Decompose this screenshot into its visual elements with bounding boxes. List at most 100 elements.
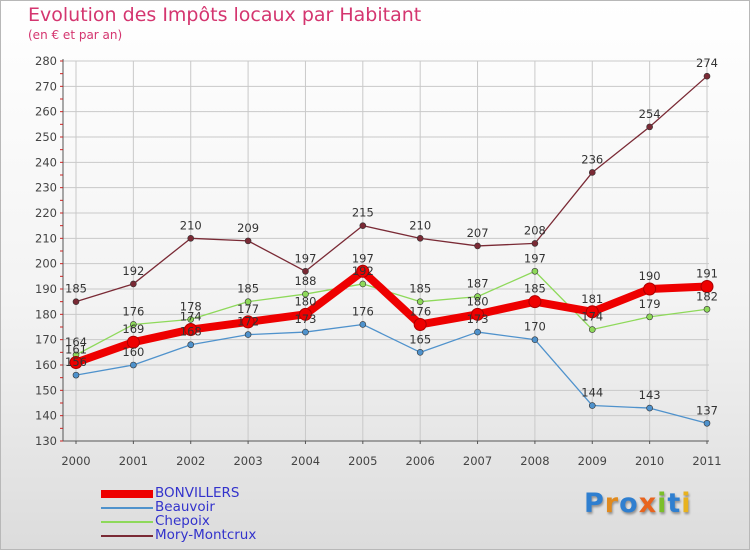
legend-swatch-bonvillers [101,490,153,498]
data-point [126,335,140,349]
data-point [244,298,252,305]
legend-label-mory-montcrux: Mory-Montcrux [155,527,257,543]
x-tick-label: 2001 [119,454,148,468]
data-point [130,361,137,369]
data-point [298,307,312,321]
x-tick-label: 2000 [61,454,90,468]
data-label: 182 [696,289,718,303]
data-label: 197 [524,251,546,265]
labels-beauvoir: 156 160 168 172 173 176 165 173 170 144 143 137 [65,304,718,417]
data-point [359,321,367,328]
data-point [241,315,255,329]
data-point [588,326,596,333]
data-label: 161 [65,342,87,356]
data-point [72,298,80,305]
data-label: 164 [65,335,87,349]
data-point [72,371,80,379]
legend-swatch-mory-montcrux [101,535,153,537]
data-point [585,305,599,319]
x-tick-label: 2003 [233,454,262,468]
data-point [588,402,596,409]
legend-label-bonvillers: BONVILLERS [155,485,240,501]
data-label: 254 [639,107,661,121]
data-point [703,305,711,313]
data-label: 274 [696,56,718,70]
data-label: 176 [122,304,144,318]
series-bonvillers [69,264,714,369]
data-label: 179 [639,297,661,311]
data-point [356,264,370,278]
legend-swatch-chepoix [101,521,153,523]
y-tick-label: 240 [35,155,57,169]
x-tick-label: 2009 [578,454,607,468]
data-point [703,72,711,80]
data-label: 180 [467,294,489,308]
data-label: 210 [409,218,431,232]
x-tick-label: 2004 [291,454,320,468]
y-tick-label: 250 [35,130,57,144]
data-point [416,298,424,305]
data-label: 165 [409,332,431,346]
data-point [531,267,539,275]
data-label: 210 [180,218,202,232]
data-label: 137 [696,403,718,417]
x-tick-label: 2005 [348,454,377,468]
data-label: 178 [180,299,202,313]
y-tick-label: 130 [35,434,57,448]
data-label: 156 [65,355,87,369]
data-point [187,341,195,349]
chart-subtitle: (en € et par an) [28,28,123,42]
grid-lines [63,60,709,442]
x-tick-label: 2011 [692,454,721,468]
y-tick-label: 260 [35,105,57,119]
data-point [184,323,198,337]
x-tick-label: 2006 [406,454,435,468]
data-label: 169 [122,322,144,336]
data-point [474,242,481,250]
data-label: 191 [696,266,718,280]
data-point [302,328,309,336]
x-tick-label: 2008 [520,454,549,468]
legend-label-beauvoir: Beauvoir [155,499,215,515]
data-label: 190 [639,269,661,283]
series-line [75,75,708,303]
x-tick-label: 2007 [463,454,492,468]
data-label: 160 [122,345,144,359]
series-chepoix [72,267,711,359]
data-point [471,307,485,321]
y-tick-label: 200 [35,257,57,271]
data-point [531,240,539,247]
data-point [187,316,195,323]
y-tick-label: 150 [35,383,57,397]
data-point [474,328,481,336]
data-point [130,280,137,288]
y-tick-label: 180 [35,307,57,321]
x-tick-label: 2010 [635,454,664,468]
data-point [413,317,427,331]
data-point [359,280,367,288]
data-point [646,313,653,321]
data-label: 143 [639,388,661,402]
data-point [302,290,309,298]
chart-title: Evolution des Impôts locaux par Habitant [28,4,422,26]
legend-label-chepoix: Chepoix [155,513,210,529]
data-label: 197 [352,251,374,265]
proxiti-logo: Proxiti [584,488,692,519]
labels-bonvillers: 161 169 174 177 180 197 176 180 185 181 190 191 [65,251,718,356]
data-point [531,336,539,343]
data-point [646,123,653,131]
y-tick-label: 160 [35,358,57,372]
data-label: 174 [180,310,202,324]
data-point [302,267,309,275]
y-tick-label: 220 [35,206,57,220]
data-point [359,222,367,229]
series-line [75,270,708,356]
y-tick-label: 270 [35,79,57,93]
data-label: 176 [352,304,374,318]
labels-chepoix: 164 176 178 185 188 192 185 187 197 174 179 182 [65,251,718,349]
data-label: 185 [237,282,259,296]
data-point [703,419,711,427]
data-point [700,279,714,293]
data-label: 173 [294,312,316,326]
